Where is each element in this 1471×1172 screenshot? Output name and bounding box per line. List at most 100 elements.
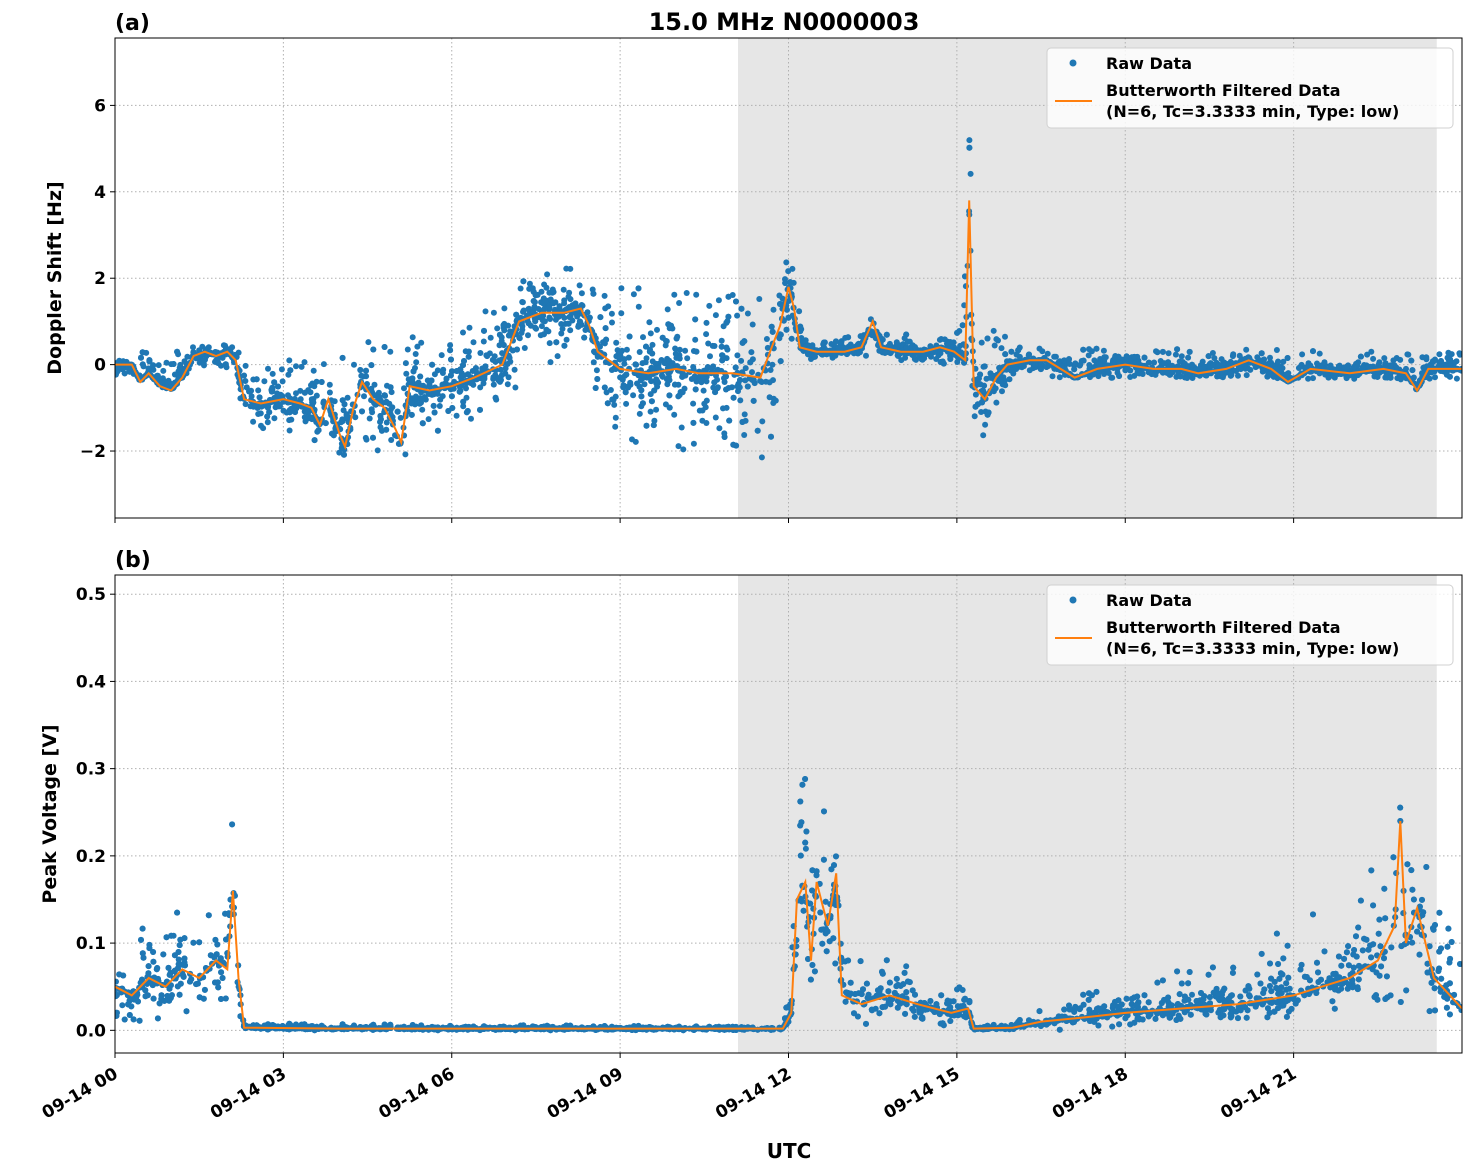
raw-data-point bbox=[492, 394, 499, 401]
raw-data-point bbox=[666, 404, 673, 411]
raw-data-point bbox=[377, 413, 384, 419]
raw-data-point bbox=[910, 352, 917, 359]
raw-data-point bbox=[690, 400, 697, 407]
raw-data-point bbox=[447, 342, 454, 349]
raw-data-point bbox=[425, 390, 432, 397]
chart-title: 15.0 MHz N0000003 bbox=[649, 8, 920, 36]
raw-data-point bbox=[1211, 355, 1218, 362]
legend-filtered-label: Butterworth Filtered Data bbox=[1106, 81, 1341, 100]
raw-data-point bbox=[769, 361, 776, 368]
raw-data-point bbox=[602, 325, 609, 332]
raw-data-point bbox=[744, 310, 751, 317]
raw-data-point bbox=[978, 339, 985, 346]
raw-data-point bbox=[502, 365, 509, 372]
raw-data-point bbox=[759, 418, 766, 425]
raw-data-point bbox=[558, 321, 565, 327]
raw-data-point bbox=[530, 298, 537, 304]
raw-data-point bbox=[630, 392, 637, 399]
raw-data-point bbox=[520, 308, 526, 315]
raw-data-point bbox=[675, 393, 682, 400]
raw-data-point bbox=[770, 400, 777, 406]
raw-data-point bbox=[1174, 346, 1181, 353]
raw-data-point bbox=[977, 371, 984, 378]
raw-data-point bbox=[581, 334, 588, 341]
raw-data-point bbox=[990, 327, 997, 334]
raw-data-point bbox=[979, 387, 986, 394]
raw-data-point bbox=[174, 348, 181, 355]
raw-data-point bbox=[725, 313, 732, 320]
raw-data-point bbox=[1159, 348, 1166, 355]
raw-data-point bbox=[711, 379, 718, 386]
raw-data-point bbox=[368, 362, 375, 369]
raw-data-point bbox=[978, 409, 985, 415]
raw-data-point bbox=[359, 408, 365, 415]
y-tick-label: −2 bbox=[80, 442, 106, 462]
raw-data-point bbox=[1235, 372, 1241, 379]
raw-data-point bbox=[691, 373, 698, 380]
raw-data-point bbox=[1305, 375, 1312, 382]
raw-data-point bbox=[428, 377, 435, 384]
raw-data-point bbox=[1436, 351, 1443, 358]
raw-data-point bbox=[565, 320, 572, 327]
raw-data-point bbox=[1134, 369, 1141, 376]
raw-data-point bbox=[494, 325, 501, 332]
raw-data-point bbox=[271, 415, 278, 422]
raw-data-point bbox=[576, 282, 583, 289]
raw-data-point bbox=[383, 426, 390, 433]
raw-data-point bbox=[767, 367, 774, 373]
raw-data-point bbox=[636, 349, 643, 355]
raw-data-point bbox=[734, 312, 741, 319]
raw-data-point bbox=[271, 379, 278, 386]
raw-data-point bbox=[1243, 346, 1250, 353]
raw-data-point bbox=[278, 366, 285, 373]
raw-data-point bbox=[483, 352, 490, 359]
raw-data-point bbox=[163, 359, 170, 366]
raw-data-point bbox=[453, 412, 460, 419]
raw-data-point bbox=[301, 359, 308, 366]
raw-data-point bbox=[742, 377, 749, 384]
raw-data-point bbox=[437, 396, 444, 403]
raw-data-point bbox=[258, 403, 265, 410]
raw-data-point bbox=[546, 340, 553, 347]
raw-data-point bbox=[1236, 352, 1243, 359]
raw-data-point bbox=[643, 422, 650, 429]
raw-data-point bbox=[418, 339, 425, 346]
raw-data-point bbox=[150, 366, 157, 373]
raw-data-point bbox=[649, 341, 656, 348]
raw-data-point bbox=[287, 367, 294, 374]
raw-data-point bbox=[690, 419, 697, 426]
y-tick-label: 4 bbox=[94, 183, 106, 203]
raw-data-point bbox=[481, 327, 487, 334]
raw-data-point bbox=[622, 389, 629, 396]
raw-data-point bbox=[308, 382, 315, 389]
raw-data-point bbox=[619, 376, 626, 383]
raw-data-point bbox=[305, 409, 311, 416]
raw-data-point bbox=[419, 406, 426, 413]
raw-data-point bbox=[541, 306, 548, 313]
raw-data-point bbox=[1116, 373, 1123, 379]
raw-data-point bbox=[532, 324, 538, 331]
raw-data-point bbox=[1096, 361, 1103, 368]
raw-data-point bbox=[115, 369, 120, 376]
raw-data-point bbox=[650, 422, 657, 429]
raw-data-point bbox=[1408, 357, 1415, 364]
raw-data-point bbox=[747, 359, 754, 366]
raw-data-point bbox=[561, 342, 568, 349]
raw-data-point bbox=[904, 338, 911, 345]
raw-data-point bbox=[1080, 357, 1087, 364]
raw-data-point bbox=[1066, 360, 1073, 367]
raw-data-point bbox=[490, 309, 497, 316]
raw-data-point bbox=[456, 388, 463, 395]
raw-data-point bbox=[247, 403, 254, 410]
raw-data-point bbox=[1177, 373, 1184, 380]
raw-data-point bbox=[477, 406, 483, 413]
raw-data-point bbox=[177, 361, 184, 368]
raw-data-point bbox=[642, 359, 649, 366]
raw-data-point bbox=[1381, 355, 1388, 362]
raw-data-point bbox=[651, 365, 658, 372]
raw-data-point bbox=[601, 384, 608, 391]
raw-data-point bbox=[410, 368, 417, 375]
raw-data-point bbox=[566, 314, 573, 320]
raw-data-point bbox=[785, 268, 792, 275]
raw-data-point bbox=[480, 380, 487, 387]
